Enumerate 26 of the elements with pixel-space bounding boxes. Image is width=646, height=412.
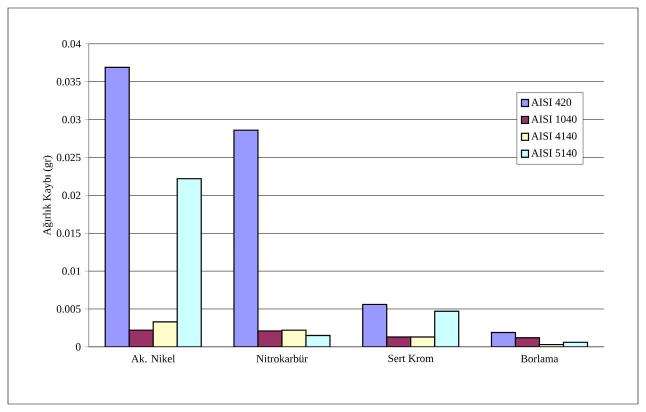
y-axis-title: Ağırlık Kaybı (gr) [42,156,53,236]
x-tick-label: Ak. Nikel [131,354,176,362]
y-tick-label: 0.02 [62,192,80,200]
y-tick-label: 0.005 [56,305,81,313]
bar [362,304,387,347]
bar [434,311,459,347]
x-tick-label: Sert Krom [388,354,434,362]
y-tick-label: 0.035 [56,78,81,86]
x-tick-label: Nitrokarbür [256,354,308,362]
bar [233,130,259,347]
y-tick-label: 0.01 [62,267,80,275]
legend-label: AISI 420 [531,98,572,106]
y-tick-label: 0.03 [62,116,81,124]
bar [490,332,516,347]
bar [152,321,178,347]
bar [257,330,283,347]
y-tick-label: 0.025 [56,154,81,162]
x-tick-label: Borlama [520,354,558,362]
y-tick-label: 0.04 [62,40,81,48]
bar [104,66,130,347]
y-tick-label: 0.015 [56,230,81,237]
legend-label: AISI 4140 [531,132,577,140]
legend-label: AISI 5140 [531,149,577,157]
legend-label: AISI 1040 [531,115,577,123]
bar [176,178,202,347]
y-tick-label: 0 [76,343,81,351]
